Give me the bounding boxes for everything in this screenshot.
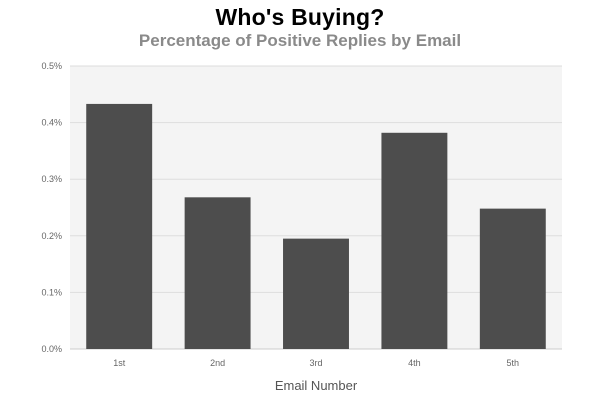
bars [86, 103, 546, 349]
y-tick-label: 0.3% [41, 174, 62, 184]
x-tick-label: 1st [113, 358, 126, 368]
x-tick-label: 5th [507, 358, 520, 368]
y-tick-label: 0.5% [41, 61, 62, 71]
y-tick-label: 0.0% [41, 344, 62, 354]
chart-subtitle: Percentage of Positive Replies by Email [138, 31, 462, 50]
y-tick-label: 0.4% [41, 118, 62, 128]
y-tick-label: 0.1% [41, 287, 62, 297]
x-axis-ticks: 1st 2nd 3rd 4th 5th [113, 358, 519, 368]
bar-2nd [184, 197, 251, 349]
x-tick-label: 3rd [309, 358, 322, 368]
y-axis-ticks: 0.0% 0.1% 0.2% 0.3% 0.4% 0.5% [41, 61, 62, 354]
x-tick-label: 2nd [210, 358, 225, 368]
chart-title: Who's Buying? [215, 4, 385, 30]
bar-1st [86, 103, 153, 349]
y-tick-label: 0.2% [41, 231, 62, 241]
bar-5th [479, 208, 546, 349]
bar-4th [381, 132, 448, 349]
x-axis-label: Email Number [275, 378, 358, 393]
x-tick-label: 4th [408, 358, 421, 368]
bar-3rd [283, 238, 349, 349]
